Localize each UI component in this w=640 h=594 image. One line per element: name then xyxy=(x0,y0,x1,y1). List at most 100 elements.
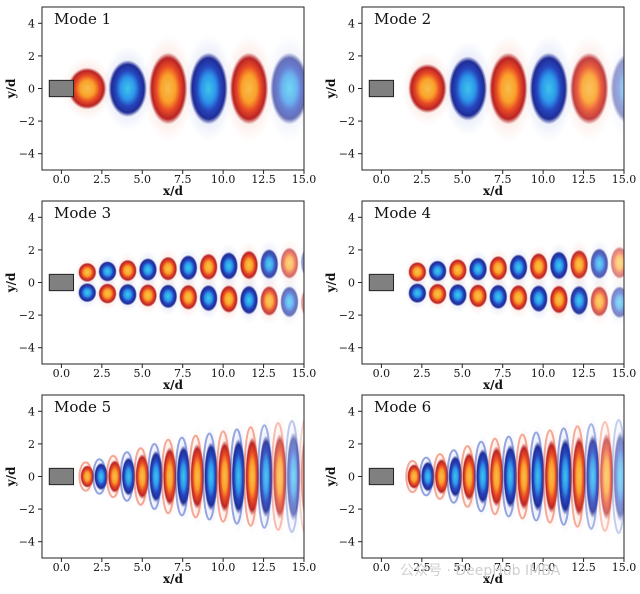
mode-field xyxy=(405,408,638,545)
y-tick-label: 2 xyxy=(348,244,355,257)
mode-field xyxy=(78,409,304,544)
lobe-halo xyxy=(188,427,207,526)
x-tick-label: 5.0 xyxy=(134,173,152,186)
y-tick-label: 2 xyxy=(28,50,35,63)
obstacle-square xyxy=(368,467,395,486)
mode-field xyxy=(402,34,624,143)
x-tick-label: 15.0 xyxy=(292,561,317,574)
y-tick-label: −2 xyxy=(339,309,355,322)
y-tick-label: −2 xyxy=(339,503,355,516)
x-tick-label: 10.0 xyxy=(531,173,556,186)
x-tick-label: 15.0 xyxy=(612,173,637,186)
x-axis-label: x/d xyxy=(163,572,184,586)
y-tick-label: 4 xyxy=(28,211,35,224)
x-tick-label: 10.0 xyxy=(531,561,556,574)
lobe-halo xyxy=(105,451,124,502)
lobe-halo xyxy=(483,34,534,143)
y-tick-label: −4 xyxy=(19,536,35,549)
upper-halo xyxy=(567,240,592,289)
x-tick-label: 12.5 xyxy=(571,173,596,186)
panel-title: Mode 4 xyxy=(374,204,431,222)
upper-halo xyxy=(526,244,551,289)
x-tick-label: 7.5 xyxy=(174,367,192,380)
y-tick-label: 0 xyxy=(28,471,35,484)
x-tick-label: 2.5 xyxy=(93,173,111,186)
lobe-halo xyxy=(583,413,602,540)
x-axis-label: x/d xyxy=(483,184,504,198)
lobe-halo xyxy=(611,408,624,545)
lobe-halo xyxy=(264,34,304,143)
lower-lobe xyxy=(631,286,640,320)
panel-title: Mode 1 xyxy=(54,10,111,28)
x-tick-label: 0.0 xyxy=(53,561,71,574)
upper-halo xyxy=(156,249,181,289)
panel-mode-1: 0.0 2.5 5.0 7.5 10.0 12.5 15.0 4 2 0 −2 −4 x/d y/d Mod… xyxy=(4,6,317,198)
obstacle-square xyxy=(368,79,395,98)
x-tick-label: 12.5 xyxy=(571,561,596,574)
x-tick-label: 7.5 xyxy=(494,367,512,380)
lower-halo xyxy=(405,277,430,310)
lower-halo xyxy=(567,276,592,325)
lobe-halo xyxy=(446,445,465,508)
y-tick-label: 4 xyxy=(348,211,355,224)
y-tick-label: 2 xyxy=(28,438,35,451)
lower-halo xyxy=(216,276,241,322)
y-axis-label: y/d xyxy=(4,466,18,487)
lobe-halo xyxy=(564,34,615,143)
lobe-halo xyxy=(473,434,492,519)
lower-halo xyxy=(445,276,470,313)
x-tick-label: 15.0 xyxy=(612,561,637,574)
lobe-halo xyxy=(133,442,152,511)
x-tick-label: 15.0 xyxy=(292,173,317,186)
x-tick-label: 0.0 xyxy=(373,561,391,574)
x-tick-label: 0.0 xyxy=(53,173,71,186)
lobe-halo xyxy=(418,453,437,500)
lower-halo xyxy=(425,276,450,312)
upper-halo xyxy=(628,235,640,289)
y-tick-label: 2 xyxy=(348,50,355,63)
x-tick-label: 15.0 xyxy=(612,367,637,380)
lobe-halo xyxy=(215,422,234,531)
x-axis-label: x/d xyxy=(163,184,184,198)
lower-halo xyxy=(196,276,221,320)
y-tick-label: 0 xyxy=(348,471,355,484)
x-tick-label: 0.0 xyxy=(53,367,71,380)
x-tick-label: 10.0 xyxy=(531,367,556,380)
lobe-halo xyxy=(442,40,493,137)
lobe-halo xyxy=(243,417,262,536)
x-axis-label: x/d xyxy=(483,378,504,392)
lower-halo xyxy=(607,276,624,329)
upper-lobe xyxy=(631,245,640,279)
lobe-halo xyxy=(78,459,97,494)
lower-halo xyxy=(628,276,640,330)
upper-halo xyxy=(587,238,612,289)
y-tick-label: 4 xyxy=(28,17,35,30)
lower-halo xyxy=(237,276,261,324)
lower-halo xyxy=(75,277,100,309)
upper-halo xyxy=(486,248,511,289)
lower-halo xyxy=(95,276,120,311)
x-tick-label: 10.0 xyxy=(211,173,236,186)
lobe-halo xyxy=(515,426,533,527)
lower-halo xyxy=(257,276,282,326)
lower-halo xyxy=(156,276,181,316)
x-tick-label: 2.5 xyxy=(93,561,111,574)
upper-halo xyxy=(297,239,304,286)
lobe-halo xyxy=(597,411,616,542)
y-tick-label: 0 xyxy=(28,83,35,96)
x-tick-label: 0.0 xyxy=(373,367,391,380)
upper-halo xyxy=(257,239,282,289)
y-tick-label: −4 xyxy=(339,148,355,161)
lobe-halo xyxy=(102,45,153,132)
lobe-halo xyxy=(160,432,179,521)
x-tick-label: 5.0 xyxy=(454,561,472,574)
y-tick-label: −2 xyxy=(19,503,35,516)
y-tick-label: 0 xyxy=(348,83,355,96)
upper-halo xyxy=(506,246,531,289)
arc-band xyxy=(626,418,638,535)
x-tick-label: 2.5 xyxy=(413,561,431,574)
lobe-halo xyxy=(556,418,575,535)
x-tick-label: 12.5 xyxy=(251,367,276,380)
panel-mode-4: 0.0 2.5 5.0 7.5 10.0 12.5 15.0 4 2 0 −2 −4 x/d y/d Mod… xyxy=(324,200,640,392)
lobe-halo xyxy=(270,412,289,541)
